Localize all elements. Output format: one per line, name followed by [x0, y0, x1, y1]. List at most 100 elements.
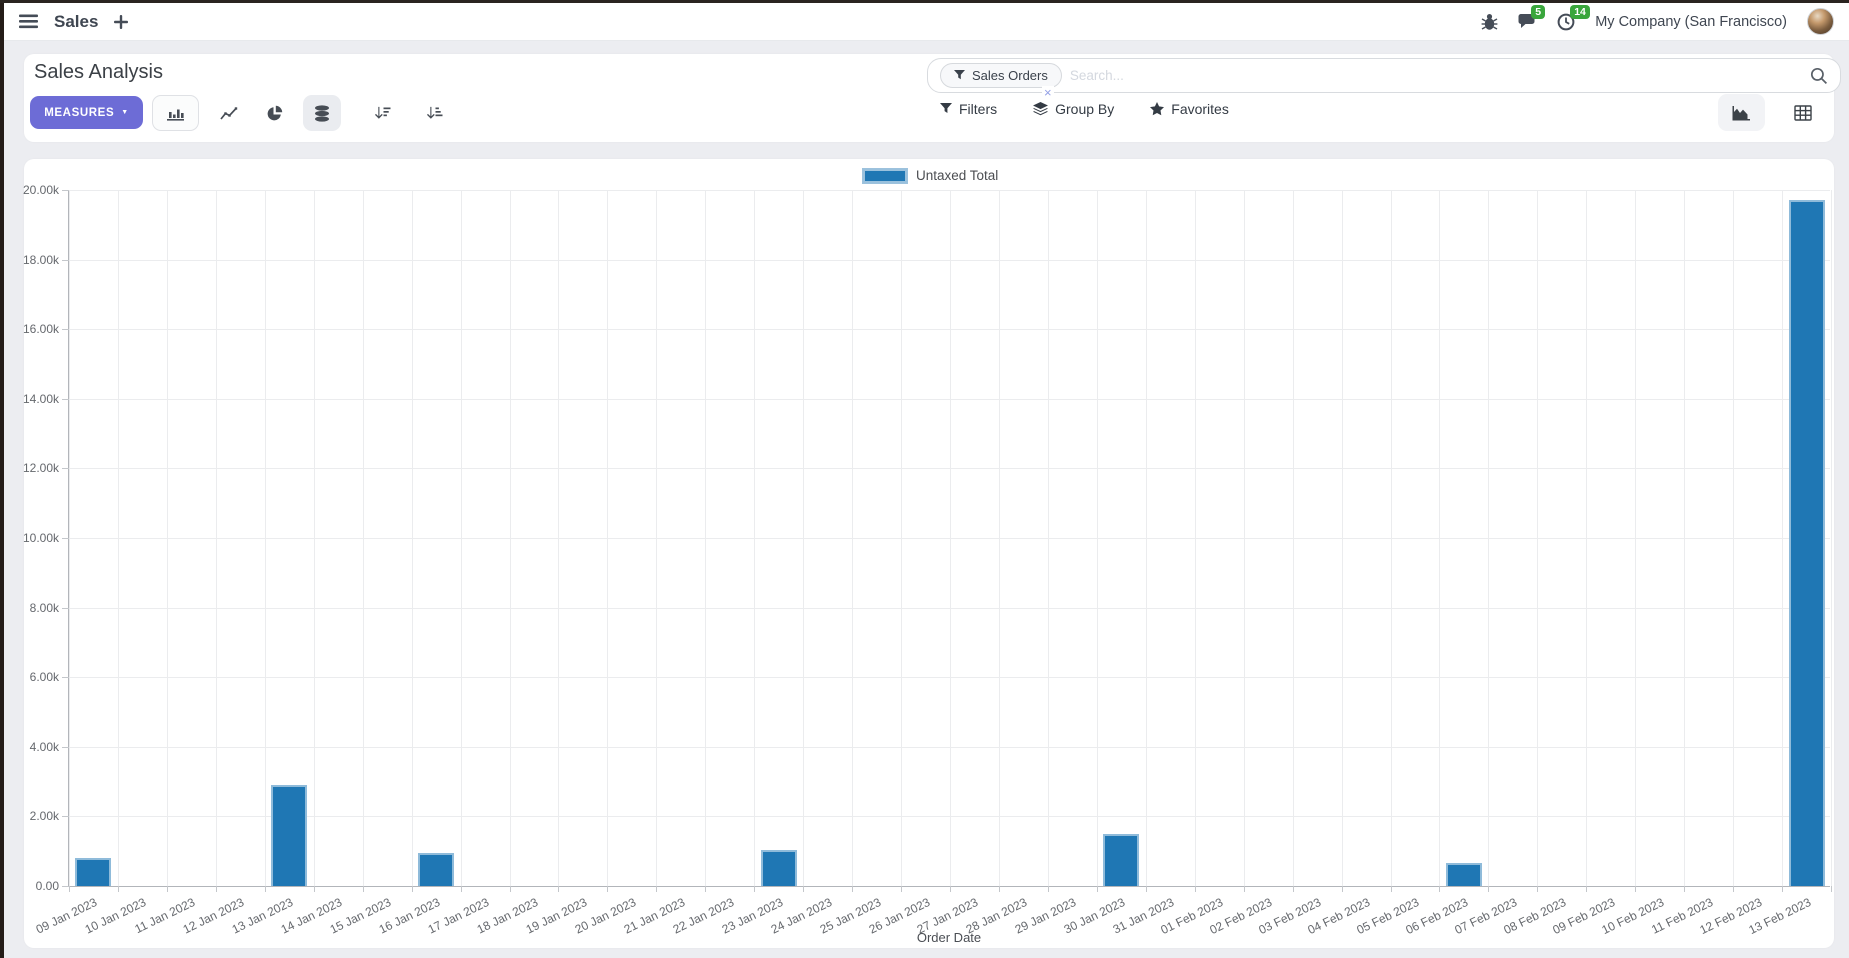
messages-button[interactable]: 5 — [1518, 5, 1546, 30]
sort-desc-icon — [375, 106, 391, 119]
bar-chart-mode-button[interactable] — [152, 95, 199, 131]
x-tick-label: 24 Jan 2023 — [768, 895, 834, 937]
x-tick-mark — [1684, 886, 1686, 892]
facet-remove-button[interactable]: × — [1042, 85, 1054, 100]
x-gridline — [950, 190, 951, 886]
x-tick-mark — [1243, 886, 1245, 892]
x-tick-mark — [1635, 886, 1637, 892]
x-gridline — [1341, 190, 1343, 886]
search-facet-sales-orders[interactable]: Sales Orders — [940, 63, 1062, 88]
company-switcher[interactable]: My Company (San Francisco) — [1595, 13, 1787, 30]
chart-legend[interactable]: Untaxed Total — [862, 167, 998, 184]
area-chart-icon — [1732, 105, 1750, 120]
x-tick-mark — [852, 886, 854, 892]
line-chart-mode-button[interactable] — [211, 95, 247, 131]
x-tick-mark — [1831, 886, 1832, 892]
x-tick-mark — [264, 886, 266, 892]
y-tick-label: 16.00k — [22, 322, 59, 337]
stacked-toggle-button[interactable] — [303, 95, 341, 131]
x-tick-label: 05 Feb 2023 — [1354, 895, 1422, 938]
x-tick-label: 22 Jan 2023 — [670, 895, 736, 937]
bar-30-jan-2023[interactable] — [1103, 833, 1140, 886]
x-gridline — [1635, 190, 1637, 886]
bar-09-jan-2023[interactable] — [75, 858, 112, 886]
x-tick-mark — [1145, 886, 1147, 892]
y-tick-label: 12.00k — [22, 461, 59, 476]
favorites-menu-button[interactable]: Favorites — [1150, 101, 1229, 117]
search-input[interactable]: Search... — [1069, 68, 1124, 83]
y-gridline — [69, 607, 1830, 609]
y-tick-mark — [62, 398, 69, 400]
x-tick-mark — [1586, 886, 1588, 892]
bar-16-jan-2023[interactable] — [418, 852, 455, 886]
x-tick-label: 14 Jan 2023 — [278, 895, 345, 937]
group-by-menu-button[interactable]: Group By — [1033, 101, 1114, 117]
y-tick-mark — [62, 538, 69, 539]
search-submit-button[interactable] — [1810, 67, 1828, 85]
measures-button[interactable]: MEASURES ▼ — [30, 96, 143, 129]
x-tick-label: 11 Feb 2023 — [1648, 895, 1715, 937]
pie-chart-mode-button[interactable] — [256, 95, 292, 131]
x-gridline — [1047, 190, 1049, 886]
x-tick-mark — [1439, 886, 1441, 892]
x-gridline — [362, 190, 364, 886]
y-tick-label: 2.00k — [29, 809, 59, 824]
bar-chart-icon — [166, 109, 184, 121]
y-tick-label: 10.00k — [22, 531, 59, 545]
sort-ascending-button[interactable] — [417, 95, 453, 131]
user-avatar[interactable] — [1807, 8, 1834, 35]
window-edge-left — [0, 0, 4, 958]
x-tick-mark — [1047, 886, 1049, 892]
pie-chart-icon — [267, 105, 282, 120]
search-bar[interactable]: Sales Orders × Search... — [927, 58, 1841, 99]
messages-badge: 5 — [1531, 5, 1546, 19]
x-tick-mark — [1488, 886, 1490, 892]
y-tick-mark — [62, 746, 69, 748]
x-gridline — [1782, 190, 1784, 886]
y-tick-mark — [62, 259, 69, 261]
line-chart-icon — [220, 106, 238, 120]
bar-13-feb-2023[interactable] — [1788, 200, 1825, 886]
x-gridline — [1292, 190, 1294, 886]
new-window-button[interactable] — [114, 14, 129, 29]
x-tick-label: 16 Jan 2023 — [376, 895, 443, 937]
chart-panel: Untaxed Total 0.00 2.00k 4.00k 6.00k 8.00k 10… — [23, 159, 1834, 948]
x-tick-mark — [509, 886, 511, 892]
hamburger-icon — [19, 14, 38, 29]
x-gridline — [215, 190, 217, 886]
app-name[interactable]: Sales — [54, 11, 99, 31]
bar-23-jan-2023[interactable] — [760, 849, 797, 886]
x-tick-mark — [1390, 886, 1392, 892]
y-tick-mark — [62, 677, 69, 679]
graph-view-button[interactable] — [1718, 94, 1765, 131]
x-tick-label: 19 Jan 2023 — [523, 895, 590, 937]
debug-mode-button[interactable] — [1481, 13, 1498, 31]
pivot-view-button[interactable] — [1779, 94, 1826, 131]
x-tick-label: 07 Feb 2023 — [1452, 895, 1519, 938]
x-tick-mark — [950, 886, 951, 892]
y-tick-label: 14.00k — [22, 391, 59, 406]
sort-descending-button[interactable] — [365, 95, 401, 131]
x-gridline — [1390, 190, 1392, 886]
x-tick-mark — [998, 886, 1000, 892]
x-gridline — [69, 190, 70, 886]
y-gridline — [69, 468, 1830, 470]
x-tick-mark — [1782, 886, 1784, 892]
x-tick-mark — [411, 886, 413, 892]
activities-button[interactable]: 14 — [1557, 4, 1590, 31]
x-tick-mark — [1733, 886, 1735, 892]
x-tick-label: 12 Jan 2023 — [180, 895, 247, 937]
x-tick-label: 03 Feb 2023 — [1256, 895, 1324, 938]
x-tick-label: 04 Feb 2023 — [1305, 895, 1373, 938]
y-tick-label: 6.00k — [29, 670, 59, 685]
x-tick-mark — [362, 886, 364, 892]
plus-icon — [114, 14, 129, 29]
bar-06-feb-2023[interactable] — [1445, 863, 1482, 886]
control-panel: Sales Analysis MEASURES ▼ — [24, 54, 1841, 142]
x-gridline — [509, 190, 511, 886]
filters-menu-button[interactable]: Filters — [940, 101, 997, 117]
y-tick-label: 18.00k — [22, 252, 59, 267]
x-tick-mark — [1537, 886, 1539, 892]
bar-13-jan-2023[interactable] — [271, 785, 308, 886]
apps-menu-button[interactable] — [19, 14, 38, 29]
